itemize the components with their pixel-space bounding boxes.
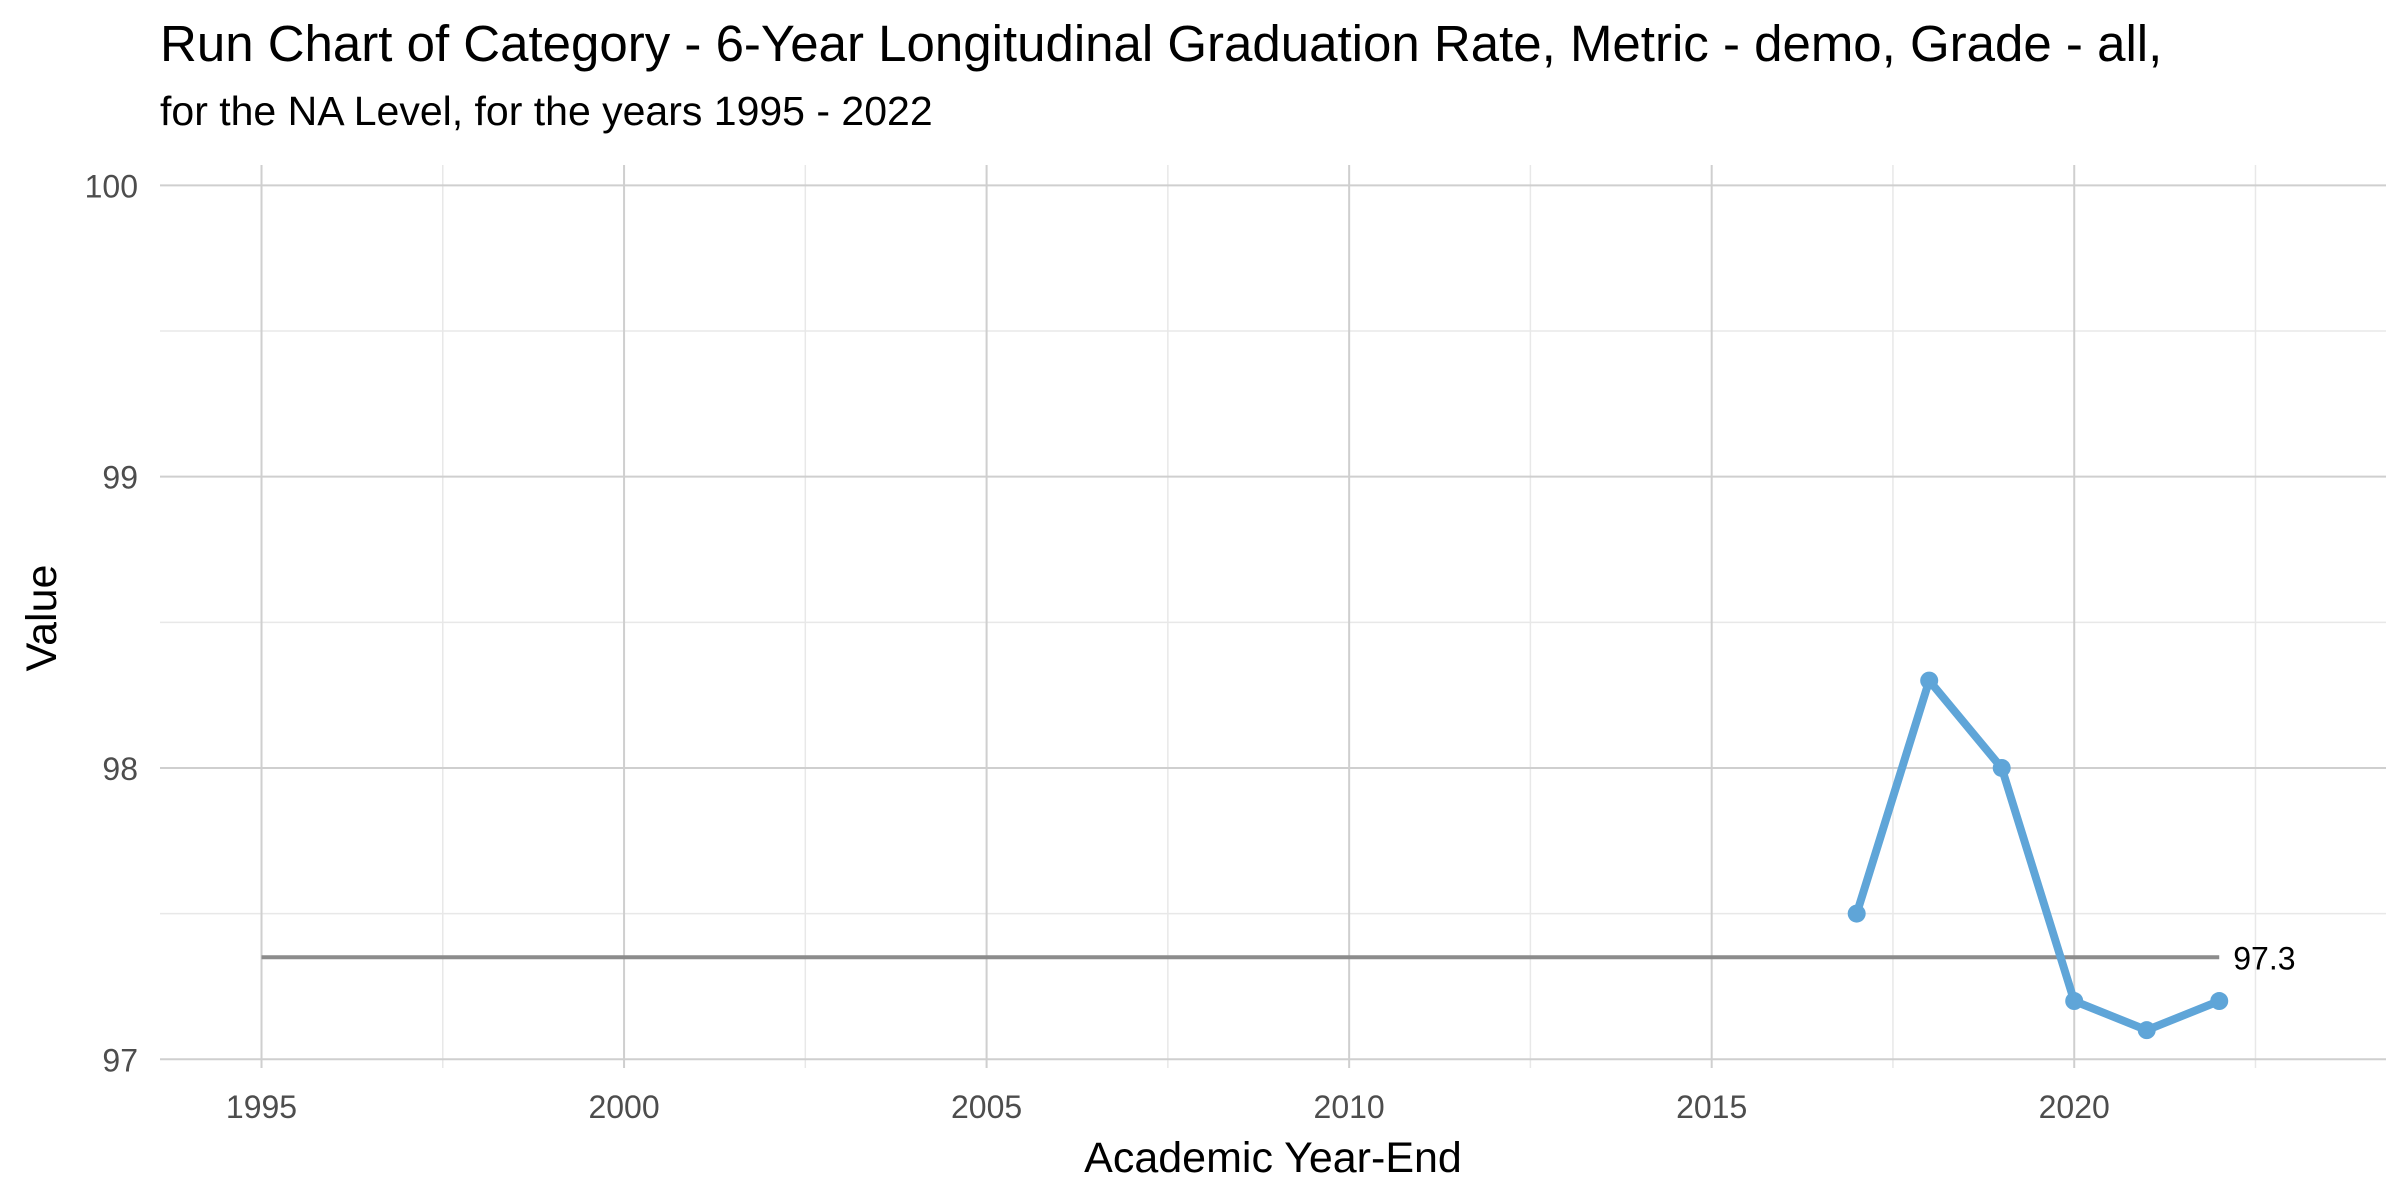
data-point — [1847, 904, 1866, 923]
data-point — [1992, 758, 2011, 777]
x-tick-label: 2010 — [1314, 1089, 1385, 1125]
x-axis-label: Academic Year-End — [1084, 1134, 1462, 1182]
y-tick-label: 99 — [102, 460, 138, 496]
x-tick-label: 2020 — [2039, 1089, 2110, 1125]
x-tick-label: 2015 — [1676, 1089, 1747, 1125]
x-tick-label: 2000 — [588, 1089, 659, 1125]
series-line — [1852, 676, 2224, 1035]
chart-title: Run Chart of Category - 6-Year Longitudi… — [160, 15, 2163, 72]
x-tick-label: 2005 — [951, 1089, 1022, 1125]
data-point — [1920, 671, 1939, 690]
center-line-label: 97.3 — [2233, 940, 2295, 976]
tick-labels: 1995 2000 2005 2010 2015 2020 97 98 99 100 — [85, 168, 2110, 1125]
grid-layer — [160, 165, 2386, 1068]
chart-subtitle: for the NA Level, for the years 1995 - 2… — [160, 88, 933, 134]
y-tick-label: 100 — [85, 168, 138, 204]
data-point — [2065, 992, 2084, 1011]
y-tick-label: 98 — [102, 751, 138, 787]
x-tick-label: 1995 — [226, 1089, 297, 1125]
y-axis-label: Value — [18, 565, 66, 672]
data-point — [2210, 992, 2229, 1011]
y-tick-label: 97 — [102, 1042, 138, 1078]
reference-line-layer: 97.3 — [261, 940, 2296, 976]
series-layer — [1847, 671, 2229, 1040]
data-point — [2137, 1021, 2156, 1040]
